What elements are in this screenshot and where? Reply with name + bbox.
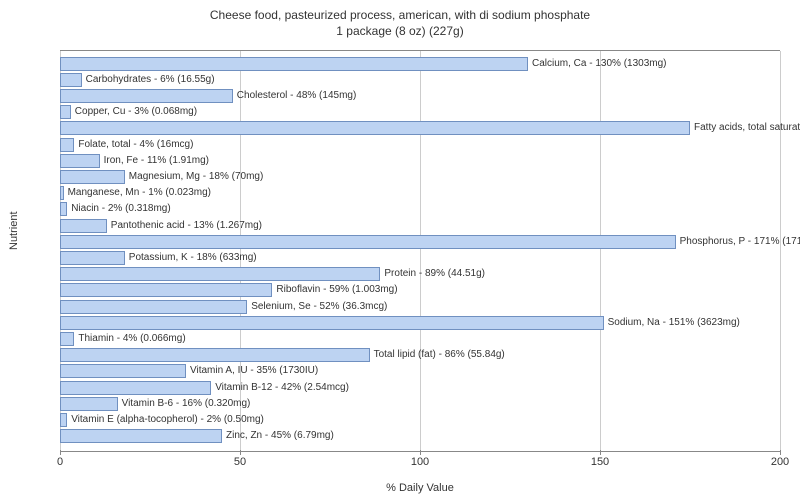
bar-row: Vitamin B-12 - 42% (2.54mcg) — [60, 381, 780, 395]
nutrient-bar — [60, 105, 71, 119]
nutrient-label: Vitamin B-6 - 16% (0.320mg) — [122, 398, 251, 410]
bar-row: Fatty acids, total saturated - 175% (35.… — [60, 121, 780, 135]
nutrient-bar — [60, 364, 186, 378]
nutrient-bar — [60, 381, 211, 395]
x-tick — [240, 450, 241, 455]
nutrient-bar — [60, 186, 64, 200]
nutrient-bar — [60, 316, 604, 330]
nutrient-bar — [60, 202, 67, 216]
bar-row: Vitamin A, IU - 35% (1730IU) — [60, 364, 780, 378]
nutrient-label: Sodium, Na - 151% (3623mg) — [608, 317, 740, 329]
bar-row: Pantothenic acid - 13% (1.267mg) — [60, 219, 780, 233]
x-tick-label: 100 — [411, 456, 429, 468]
x-tick — [420, 450, 421, 455]
nutrient-label: Folate, total - 4% (16mcg) — [78, 139, 193, 151]
nutrient-bar — [60, 413, 67, 427]
nutrient-label: Thiamin - 4% (0.066mg) — [78, 333, 185, 345]
bar-row: Phosphorus, P - 171% (1712mg) — [60, 235, 780, 249]
x-tick-label: 0 — [57, 456, 63, 468]
bar-row: Iron, Fe - 11% (1.91mg) — [60, 154, 780, 168]
nutrient-label: Copper, Cu - 3% (0.068mg) — [75, 106, 197, 118]
nutrient-label: Riboflavin - 59% (1.003mg) — [276, 284, 397, 296]
nutrient-label: Potassium, K - 18% (633mg) — [129, 252, 257, 264]
nutrient-label: Zinc, Zn - 45% (6.79mg) — [226, 430, 334, 442]
nutrient-bar — [60, 300, 247, 314]
nutrient-bar — [60, 397, 118, 411]
nutrient-label: Carbohydrates - 6% (16.55g) — [86, 74, 215, 86]
x-tick — [600, 450, 601, 455]
nutrient-bar — [60, 219, 107, 233]
bar-row: Copper, Cu - 3% (0.068mg) — [60, 105, 780, 119]
nutrient-label: Iron, Fe - 11% (1.91mg) — [104, 155, 209, 167]
nutrient-bar — [60, 251, 125, 265]
nutrient-label: Niacin - 2% (0.318mg) — [71, 203, 170, 215]
nutrient-bar — [60, 283, 272, 297]
nutrient-label: Pantothenic acid - 13% (1.267mg) — [111, 220, 262, 232]
nutrient-label: Vitamin E (alpha-tocopherol) - 2% (0.50m… — [71, 414, 264, 426]
nutrient-bar — [60, 89, 233, 103]
nutrient-bar — [60, 154, 100, 168]
x-tick-label: 150 — [591, 456, 609, 468]
nutrient-label: Phosphorus, P - 171% (1712mg) — [680, 236, 800, 248]
nutrient-label: Selenium, Se - 52% (36.3mcg) — [251, 301, 387, 313]
x-axis-label: % Daily Value — [60, 482, 780, 494]
bar-row: Magnesium, Mg - 18% (70mg) — [60, 170, 780, 184]
bar-row: Thiamin - 4% (0.066mg) — [60, 332, 780, 346]
plot-area: Calcium, Ca - 130% (1303mg) Carbohydrates… — [60, 50, 780, 452]
bar-row: Manganese, Mn - 1% (0.023mg) — [60, 186, 780, 200]
nutrient-bar — [60, 267, 380, 281]
nutrient-label: Calcium, Ca - 130% (1303mg) — [532, 58, 667, 70]
bar-row: Cholesterol - 48% (145mg) — [60, 89, 780, 103]
chart-title: Cheese food, pasteurized process, americ… — [0, 0, 800, 39]
bar-row: Folate, total - 4% (16mcg) — [60, 138, 780, 152]
bar-row: Riboflavin - 59% (1.003mg) — [60, 283, 780, 297]
bar-row: Carbohydrates - 6% (16.55g) — [60, 73, 780, 87]
chart-container: Cheese food, pasteurized process, americ… — [0, 0, 800, 500]
nutrient-label: Magnesium, Mg - 18% (70mg) — [129, 171, 264, 183]
bar-row: Total lipid (fat) - 86% (55.84g) — [60, 348, 780, 362]
nutrient-label: Protein - 89% (44.51g) — [384, 268, 485, 280]
nutrient-label: Fatty acids, total saturated - 175% (35.… — [694, 122, 800, 134]
bar-row: Sodium, Na - 151% (3623mg) — [60, 316, 780, 330]
bar-row: Niacin - 2% (0.318mg) — [60, 202, 780, 216]
x-tick-label: 50 — [234, 456, 246, 468]
bar-row: Calcium, Ca - 130% (1303mg) — [60, 57, 780, 71]
nutrient-label: Vitamin B-12 - 42% (2.54mcg) — [215, 382, 349, 394]
nutrient-bar — [60, 332, 74, 346]
bar-row: Protein - 89% (44.51g) — [60, 267, 780, 281]
bar-row: Potassium, K - 18% (633mg) — [60, 251, 780, 265]
nutrient-label: Vitamin A, IU - 35% (1730IU) — [190, 365, 318, 377]
nutrient-bar — [60, 57, 528, 71]
nutrient-bar — [60, 121, 690, 135]
nutrient-bar — [60, 348, 370, 362]
bar-row: Vitamin E (alpha-tocopherol) - 2% (0.50m… — [60, 413, 780, 427]
nutrient-bar — [60, 235, 676, 249]
nutrient-bar — [60, 170, 125, 184]
x-tick — [60, 450, 61, 455]
nutrient-bar — [60, 138, 74, 152]
nutrient-label: Cholesterol - 48% (145mg) — [237, 90, 357, 102]
title-line2: 1 package (8 oz) (227g) — [336, 24, 463, 38]
x-tick-label: 200 — [771, 456, 789, 468]
bar-row: Vitamin B-6 - 16% (0.320mg) — [60, 397, 780, 411]
nutrient-label: Manganese, Mn - 1% (0.023mg) — [68, 187, 211, 199]
bar-row: Selenium, Se - 52% (36.3mcg) — [60, 300, 780, 314]
nutrient-label: Total lipid (fat) - 86% (55.84g) — [374, 349, 505, 361]
y-axis-label: Nutrient — [8, 211, 20, 250]
nutrient-bar — [60, 429, 222, 443]
gridline — [780, 51, 781, 451]
x-tick — [780, 450, 781, 455]
bar-row: Zinc, Zn - 45% (6.79mg) — [60, 429, 780, 443]
nutrient-bar — [60, 73, 82, 87]
title-line1: Cheese food, pasteurized process, americ… — [210, 8, 590, 22]
